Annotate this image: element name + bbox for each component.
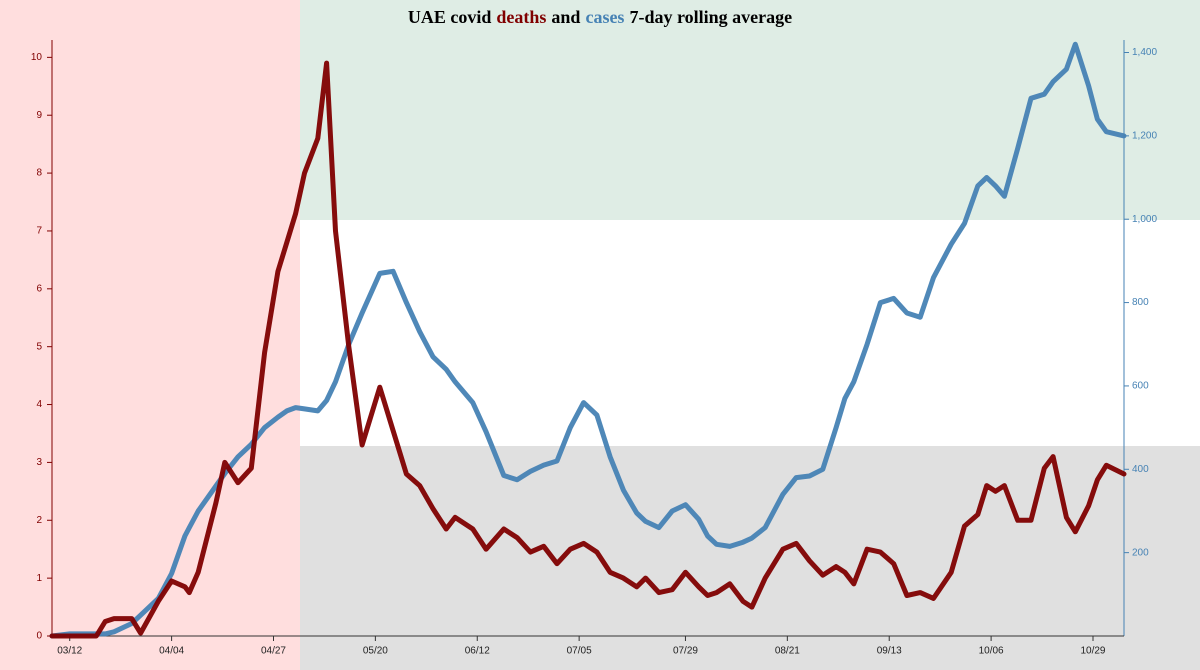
title-part: and — [551, 7, 580, 27]
x-tick-label: 04/27 — [261, 646, 286, 657]
line-cases — [49, 41, 1127, 639]
y-tick-label: 5 — [36, 341, 42, 352]
title-part: UAE covid — [408, 7, 492, 27]
y-tick-label: 10 — [31, 52, 43, 63]
y2-tick-label: 400 — [1132, 464, 1149, 475]
title-part: cases — [585, 7, 624, 27]
line-deaths — [49, 60, 1127, 639]
x-tick-label: 10/06 — [979, 646, 1004, 657]
y-tick-label: 7 — [36, 226, 42, 237]
y2-tick-label: 1,000 — [1132, 214, 1157, 225]
x-tick-label: 04/04 — [159, 646, 184, 657]
y2-tick-label: 1,200 — [1132, 131, 1157, 142]
title-part: 7-day rolling average — [629, 7, 792, 27]
y-tick-label: 0 — [36, 631, 42, 642]
x-tick-label: 07/05 — [567, 646, 592, 657]
y-tick-label: 1 — [36, 573, 42, 584]
y-tick-label: 9 — [36, 110, 42, 121]
x-tick-label: 03/12 — [57, 646, 82, 657]
y-tick-label: 3 — [36, 457, 42, 468]
flag-green — [300, 0, 1200, 220]
x-tick-label: 06/12 — [465, 646, 490, 657]
x-tick-label: 05/20 — [363, 646, 388, 657]
x-tick-label: 09/13 — [877, 646, 902, 657]
chart-title: UAE covid deaths and cases 7-day rolling ave… — [408, 7, 792, 27]
x-tick-label: 08/21 — [775, 646, 800, 657]
y2-tick-label: 600 — [1132, 381, 1149, 392]
flag-red — [0, 0, 300, 670]
x-tick-label: 07/29 — [673, 646, 698, 657]
y-tick-label: 8 — [36, 168, 42, 179]
y2-tick-label: 200 — [1132, 547, 1149, 558]
y-tick-label: 2 — [36, 515, 42, 526]
title-part: deaths — [496, 7, 546, 27]
y2-tick-label: 1,400 — [1132, 47, 1157, 58]
y-tick-label: 4 — [36, 399, 42, 410]
y-tick-label: 6 — [36, 283, 42, 294]
y2-tick-label: 800 — [1132, 297, 1149, 308]
flag-gray — [300, 446, 1200, 670]
x-tick-label: 10/29 — [1080, 646, 1105, 657]
